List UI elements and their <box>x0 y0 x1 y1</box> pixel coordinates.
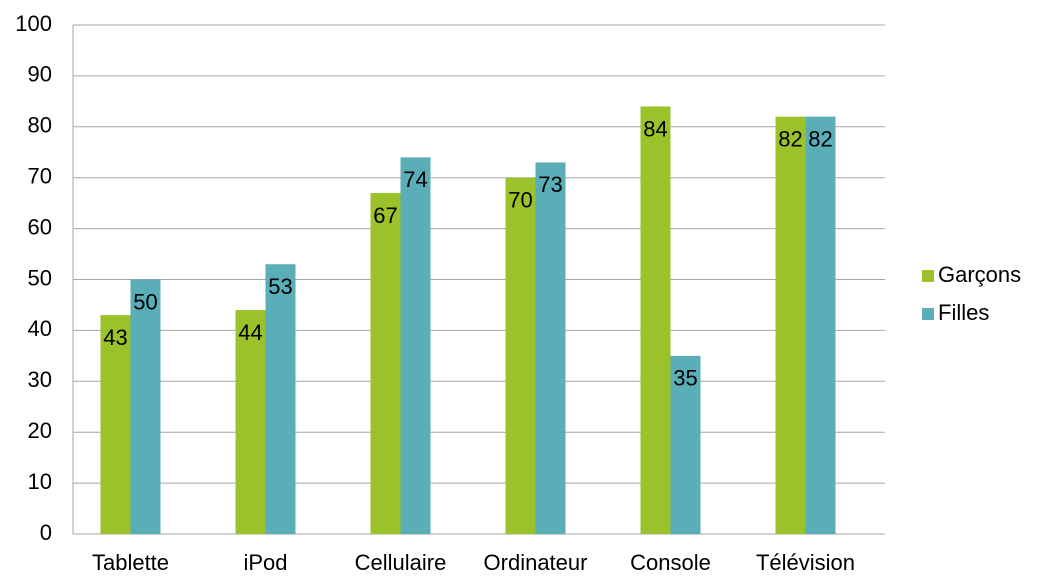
bar <box>235 310 266 534</box>
legend-swatch <box>922 270 934 282</box>
x-tick-label: Tablette <box>92 550 169 575</box>
bar <box>775 116 806 535</box>
y-tick-label: 30 <box>28 367 52 392</box>
legend-label: Filles <box>938 300 989 325</box>
x-tick-label: Cellulaire <box>355 550 447 575</box>
y-tick-label: 40 <box>28 316 52 341</box>
bar <box>805 116 836 535</box>
bar <box>640 106 671 534</box>
bar <box>370 192 401 534</box>
bar <box>505 177 536 534</box>
data-label: 82 <box>808 126 832 151</box>
y-tick-label: 80 <box>28 113 52 138</box>
x-tick-label: Télévision <box>756 550 855 575</box>
y-tick-label: 90 <box>28 62 52 87</box>
data-label: 44 <box>238 320 262 345</box>
data-label: 73 <box>538 172 562 197</box>
data-label: 53 <box>268 274 292 299</box>
y-tick-label: 10 <box>28 469 52 494</box>
data-label: 43 <box>103 325 127 350</box>
x-tick-label: Console <box>630 550 711 575</box>
data-label: 84 <box>643 116 667 141</box>
bar <box>265 264 296 534</box>
y-tick-label: 70 <box>28 164 52 189</box>
y-tick-label: 50 <box>28 265 52 290</box>
bar <box>670 355 701 534</box>
data-label: 82 <box>778 126 802 151</box>
legend-label: Garçons <box>938 262 1021 287</box>
data-label: 67 <box>373 203 397 228</box>
x-tick-label: Ordinateur <box>484 550 588 575</box>
y-tick-label: 0 <box>40 520 52 545</box>
bar <box>400 157 431 534</box>
data-label: 50 <box>133 289 157 314</box>
bar <box>100 315 131 534</box>
data-label: 70 <box>508 188 532 213</box>
data-label: 74 <box>403 167 427 192</box>
y-tick-label: 20 <box>28 418 52 443</box>
x-tick-label: iPod <box>243 550 287 575</box>
y-tick-label: 60 <box>28 214 52 239</box>
y-tick-label: 100 <box>15 11 52 36</box>
bar <box>535 162 566 534</box>
legend-swatch <box>922 308 934 320</box>
data-label: 35 <box>673 366 697 391</box>
bar <box>130 279 161 534</box>
